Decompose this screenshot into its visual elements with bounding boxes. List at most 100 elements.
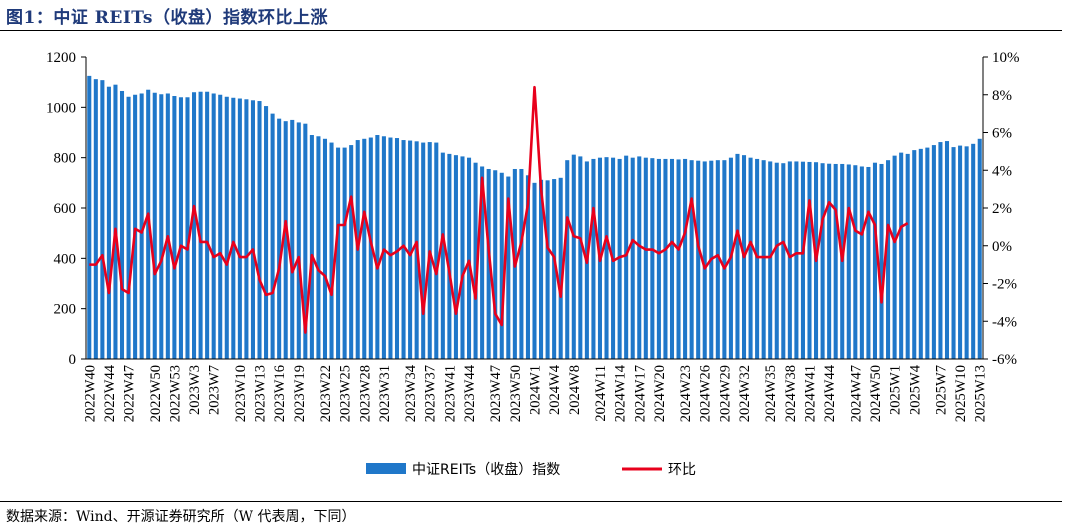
bar <box>931 145 936 359</box>
bar <box>421 142 426 359</box>
x-tick-label: 2024W44 <box>822 364 838 422</box>
bar <box>781 163 786 359</box>
bar <box>322 138 328 359</box>
bar <box>827 163 832 359</box>
bar <box>872 162 877 359</box>
x-tick-label: 2024W1 <box>528 365 544 415</box>
bar <box>270 113 275 360</box>
bar <box>480 166 485 359</box>
bar <box>604 157 609 359</box>
bar <box>892 155 897 359</box>
bar <box>761 160 766 359</box>
bar <box>669 158 675 359</box>
bar <box>303 123 308 359</box>
x-tick-label: 2024W17 <box>632 365 648 422</box>
y-left-tick-label: 1200 <box>46 50 76 66</box>
bar <box>394 138 400 359</box>
y-right-tick-label: 0% <box>992 239 1012 255</box>
bar <box>342 147 347 359</box>
bar <box>192 92 197 359</box>
bar <box>578 156 583 359</box>
bar <box>447 153 452 359</box>
bar <box>794 161 799 359</box>
chart: 0 200 400 600 800 1000 1200 -6% -4% -2% 0% 2% 4% 6% 8%… <box>46 50 1020 478</box>
bar <box>165 93 170 360</box>
x-tick-label: 2025W7 <box>933 365 949 415</box>
bar <box>119 90 125 359</box>
bar <box>918 148 923 359</box>
bar <box>316 136 321 359</box>
x-tick-label: 2022W40 <box>82 365 98 422</box>
y-right-tick-label: 6% <box>992 126 1012 142</box>
bar <box>368 137 373 359</box>
bar <box>859 166 864 359</box>
bar <box>800 161 805 359</box>
x-tick-label: 2022W47 <box>122 365 138 422</box>
bar <box>519 168 524 359</box>
bar <box>460 156 465 359</box>
bar <box>938 142 943 359</box>
bar <box>493 170 498 359</box>
bar <box>224 96 229 359</box>
bar <box>624 155 629 359</box>
bar <box>296 122 301 360</box>
bar <box>637 156 642 359</box>
bar <box>787 161 792 359</box>
y-left-tick-label: 0 <box>69 352 77 368</box>
x-tick-label: 2024W23 <box>678 365 694 422</box>
bar <box>905 153 910 359</box>
x-tick-label: 2024W38 <box>783 365 799 422</box>
legend-line-label: 环比 <box>668 462 696 478</box>
bar <box>656 158 661 359</box>
y-right-tick-label: -2% <box>992 277 1017 293</box>
bar <box>277 118 282 359</box>
bar <box>755 158 760 359</box>
line-series <box>89 85 909 334</box>
x-tick-label: 2024W35 <box>763 365 779 422</box>
bar <box>434 142 439 359</box>
bar <box>565 160 570 359</box>
bar <box>944 141 950 359</box>
x-tick-label: 2023W25 <box>338 365 354 422</box>
bar <box>211 93 216 360</box>
x-tick-label: 2023W31 <box>377 365 393 422</box>
bar <box>93 79 98 360</box>
bar <box>205 91 210 359</box>
y-right-tick-label: 4% <box>992 163 1012 179</box>
bar <box>650 158 655 359</box>
y-right-tick-label: 10% <box>992 50 1020 66</box>
line-path <box>89 85 909 334</box>
bar <box>977 138 982 359</box>
y-right-tick-label: -4% <box>992 314 1017 330</box>
y-right-tick-label: -6% <box>992 352 1017 368</box>
x-tick-label: 2022W50 <box>148 365 164 422</box>
bar <box>185 97 190 360</box>
bar <box>218 94 223 359</box>
bar <box>336 147 341 359</box>
x-tick-label: 2022W53 <box>167 365 183 422</box>
x-tick-label: 2024W29 <box>717 365 733 422</box>
legend-bar-label: 中证REITs（收盘）指数 <box>412 461 560 478</box>
axes: 0 200 400 600 800 1000 1200 -6% -4% -2% 0% 2% 4% 6% 8%… <box>46 50 1020 422</box>
bar <box>617 158 622 359</box>
bar <box>329 142 334 359</box>
bar <box>833 163 838 359</box>
bar <box>696 160 701 359</box>
x-tick-label: 2024W41 <box>802 365 818 422</box>
bar <box>768 161 773 359</box>
bar <box>362 138 367 359</box>
bar <box>453 155 458 359</box>
x-tick-label: 2024W32 <box>737 365 753 422</box>
x-tick-label: 2024W26 <box>698 365 714 422</box>
bar <box>525 175 530 359</box>
bar <box>309 135 314 359</box>
x-tick-label: 2024W4 <box>547 364 563 415</box>
y-left-tick-label: 1000 <box>46 100 76 116</box>
x-tick-label: 2024W47 <box>848 365 864 422</box>
bar <box>630 157 635 359</box>
bar <box>846 164 851 359</box>
bar <box>545 180 550 359</box>
x-tick-label: 2023W44 <box>462 364 478 422</box>
bar <box>126 96 131 359</box>
source-note: 数据来源：Wind、开源证券研究所（W 代表周，下同） <box>6 509 356 525</box>
